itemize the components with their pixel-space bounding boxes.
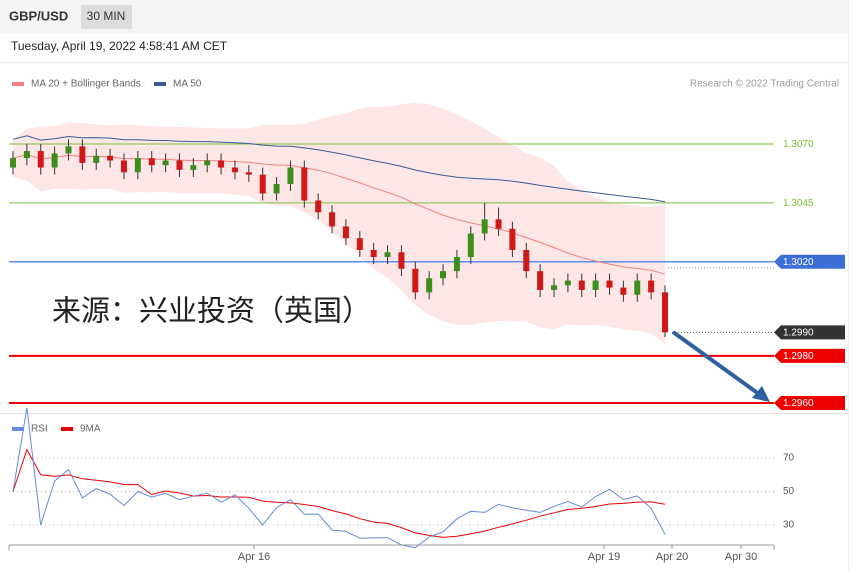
timestamp: Tuesday, April 19, 2022 4:58:41 AM CET	[11, 39, 228, 53]
candle-body	[481, 219, 488, 234]
legend-swatch	[154, 82, 166, 86]
interval-tab[interactable]	[81, 5, 132, 29]
candle-body	[467, 233, 474, 258]
candle-body	[65, 146, 72, 154]
legend-rsi: RSI	[31, 424, 48, 435]
x-tick-label: Apr 30	[725, 551, 757, 563]
forecast-arrow	[671, 330, 765, 399]
level-tag	[774, 325, 845, 340]
candle-body	[662, 292, 668, 333]
candle-body	[370, 249, 377, 258]
level-tag	[774, 254, 845, 269]
header-bar	[0, 0, 848, 34]
candle-body	[51, 153, 58, 168]
copyright: Research © 2022 Trading Central	[690, 79, 839, 90]
symbol: GBP/USD	[9, 8, 68, 23]
legend-9ma: 9MA	[80, 424, 101, 435]
candle-body	[398, 252, 405, 269]
candle-body	[204, 160, 211, 166]
candle-body	[495, 219, 502, 229]
candle-body	[537, 271, 544, 290]
candle-body	[190, 165, 197, 170]
candle-body	[426, 278, 433, 293]
level-label: 1.2990	[783, 328, 814, 339]
rsi-tick-label: 30	[783, 520, 795, 531]
candle-body	[301, 167, 308, 201]
candle-body	[93, 155, 100, 163]
rsi-ma-line	[12, 448, 666, 538]
x-tick-label: Apr 19	[588, 551, 620, 563]
candle-body	[107, 155, 114, 161]
candle-body	[509, 228, 516, 250]
edge	[848, 0, 849, 571]
level-tag	[774, 348, 845, 363]
level-label: 1.3070	[783, 139, 814, 150]
candle-body	[315, 200, 322, 213]
candle-body	[273, 184, 280, 194]
candle-body	[356, 238, 363, 250]
rsi-panel: 70 50 30	[9, 407, 795, 549]
level-label: 1.3045	[783, 198, 814, 209]
candle-body	[342, 226, 349, 239]
legend-swatch	[12, 427, 24, 431]
level-tag	[774, 396, 845, 410]
candle-body	[384, 252, 391, 258]
candle-body	[578, 280, 585, 290]
candle-body	[440, 271, 447, 279]
candle-body	[259, 174, 266, 194]
legend-ma50: MA 50	[173, 79, 202, 90]
ma50-line	[12, 135, 666, 203]
x-tick-label: Apr 20	[656, 551, 688, 563]
ma20-line	[12, 154, 666, 275]
candle-body	[23, 151, 30, 159]
candle-body	[245, 172, 252, 175]
candle-body	[564, 280, 571, 286]
candle-body	[620, 287, 627, 295]
candle-body	[412, 268, 419, 293]
candle-body	[606, 280, 613, 288]
divider	[0, 62, 848, 63]
rsi-line	[12, 407, 666, 549]
candle-body	[218, 160, 225, 168]
candle-body	[648, 280, 655, 293]
candle-body	[523, 249, 530, 272]
watermark: 来源：兴业投资（英国）	[52, 295, 371, 328]
candle-body	[453, 257, 460, 272]
legend-ma20: MA 20 + Bollinger Bands	[31, 79, 141, 90]
candle-body	[551, 285, 558, 290]
level-label: 1.2960	[783, 398, 814, 409]
candle-body	[10, 158, 16, 168]
legend-swatch	[12, 82, 24, 86]
rsi-tick-label: 70	[783, 453, 795, 464]
level-label: 1.3020	[783, 257, 814, 268]
candle-body	[120, 160, 127, 173]
x-tick-label: Apr 16	[238, 551, 270, 563]
candle-body	[37, 151, 44, 168]
candle-body	[134, 158, 141, 173]
candle-body	[592, 280, 599, 290]
candle-body	[287, 167, 294, 185]
candle-body	[148, 158, 155, 166]
legend-swatch	[61, 427, 73, 431]
candle-body	[231, 167, 238, 173]
candle-body	[79, 146, 86, 163]
candle-body	[634, 280, 641, 295]
rsi-tick-label: 50	[783, 486, 795, 497]
bollinger-band	[13, 102, 665, 345]
candle-body	[329, 212, 336, 227]
interval[interactable]: 30 MIN	[87, 9, 126, 23]
candle-body	[176, 160, 183, 170]
price-panel: 1.3070 1.3045 1.3020 1.2990 1.2980 1.2960	[9, 102, 845, 410]
level-label: 1.2980	[783, 351, 814, 362]
divider	[0, 413, 848, 414]
candle-body	[162, 160, 169, 166]
arrow-head	[752, 386, 770, 402]
